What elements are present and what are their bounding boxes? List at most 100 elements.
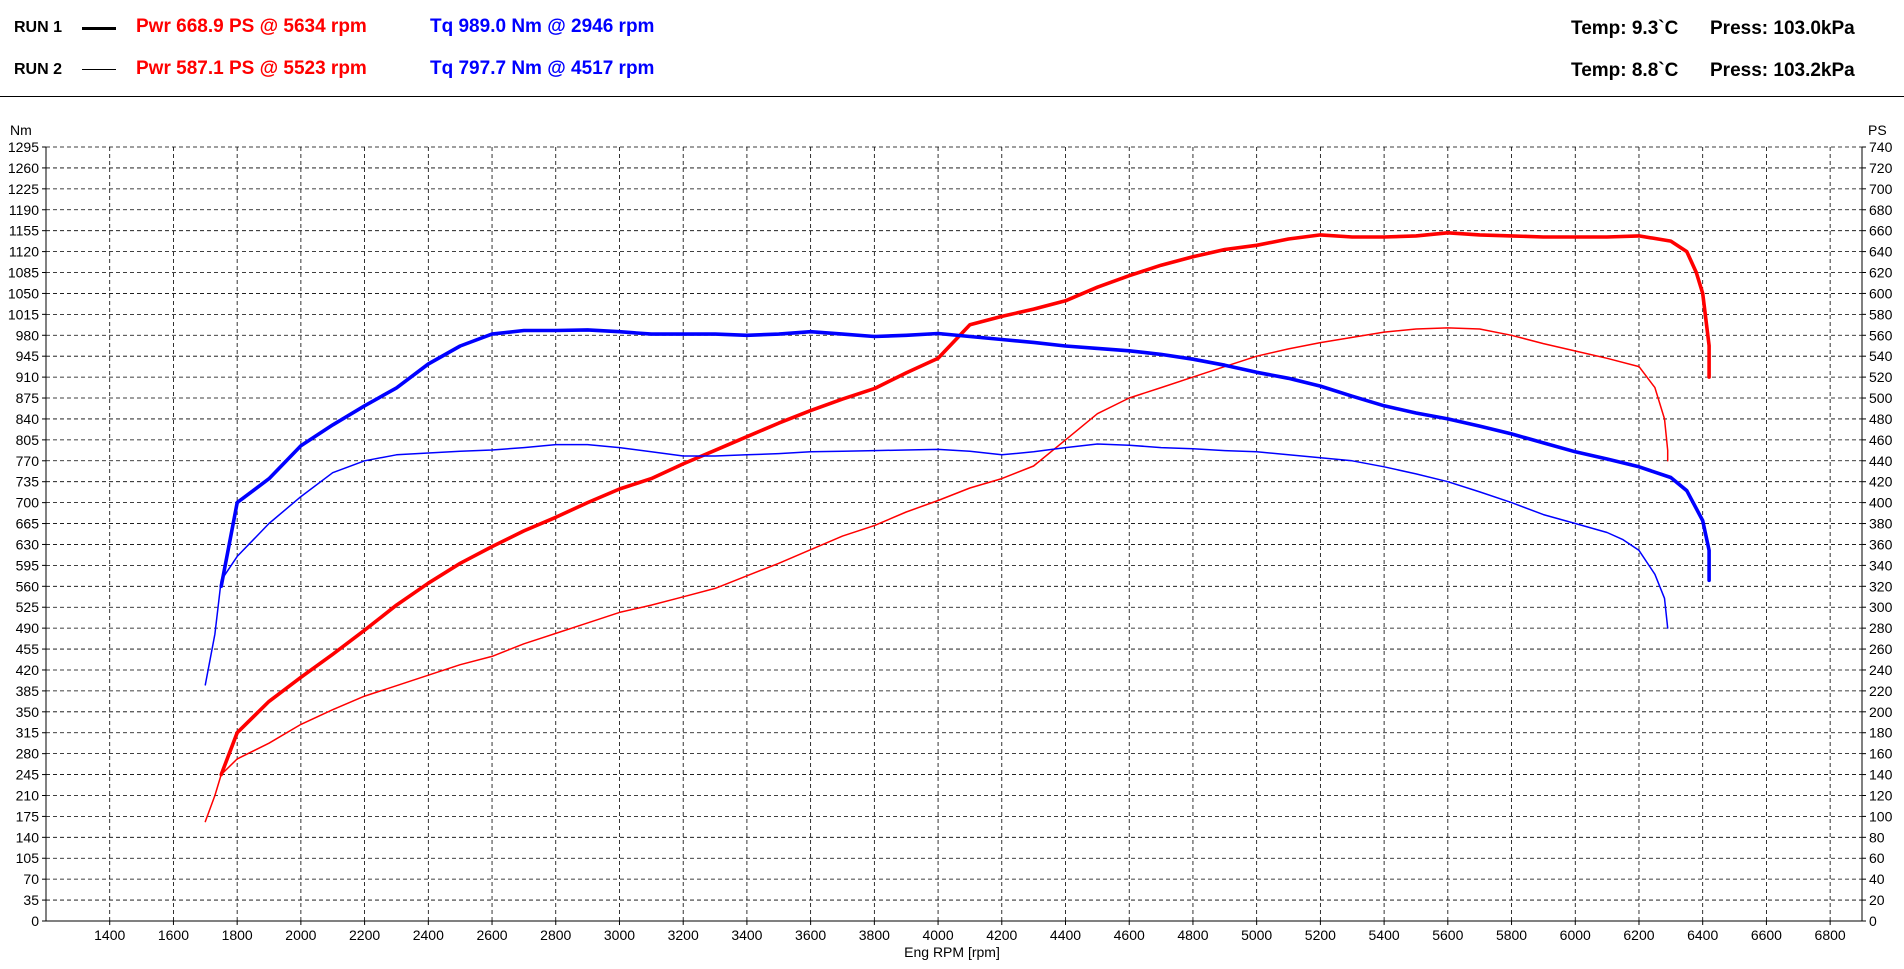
y-left-tick-label: 945 [16, 348, 40, 364]
y-right-tick-label: 660 [1869, 223, 1893, 239]
y-right-tick-label: 620 [1869, 265, 1893, 281]
y-left-tick-label: 1260 [8, 160, 39, 176]
y-right-tick-label: 160 [1869, 746, 1893, 762]
y-right-tick-label: 400 [1869, 495, 1893, 511]
y-left-tick-label: 70 [23, 871, 39, 887]
y-right-tick-label: 600 [1869, 285, 1893, 301]
run-1-pwr-line [219, 231, 1711, 777]
y-right-tick-label: 260 [1869, 641, 1893, 657]
x-tick-label: 4200 [986, 927, 1017, 943]
y-right-tick-label: 440 [1869, 453, 1893, 469]
y-left-tick-label: 1015 [8, 306, 39, 322]
run1-label: RUN 1 [14, 19, 63, 36]
run2-power-summary: Pwr 587.1 PS @ 5523 rpm [136, 58, 367, 79]
x-tick-label: 5200 [1305, 927, 1336, 943]
x-tick-label: 2400 [413, 927, 444, 943]
y-left-tick-label: 980 [16, 327, 40, 343]
run2-line-key [82, 69, 116, 70]
y-left-tick-label: 245 [16, 767, 40, 783]
x-tick-label: 3400 [731, 927, 762, 943]
y-right-tick-label: 460 [1869, 432, 1893, 448]
run-2-pwr-line [204, 327, 1669, 823]
y-left-tick-label: 665 [16, 516, 40, 532]
y-right-tick-label: 360 [1869, 536, 1893, 552]
x-axis-label: Eng RPM [rpm] [904, 944, 1000, 960]
x-tick-label: 1800 [222, 927, 253, 943]
legend-header: RUN 1 Pwr 668.9 PS @ 5634 rpm Tq 989.0 N… [0, 0, 1904, 98]
y-right-tick-label: 640 [1869, 244, 1893, 260]
y-right-tick-label: 80 [1869, 829, 1885, 845]
y-left-tick-label: 910 [16, 369, 40, 385]
y-left-tick-label: 280 [16, 746, 40, 762]
chart-axes: 0 0 35 20 70 40 105 60 140 80 175 100 210 120 245 140 28… [8, 139, 1893, 943]
run1-temperature: Temp: 9.3`C [1571, 18, 1679, 39]
y-right-tick-label: 320 [1869, 578, 1893, 594]
y-right-tick-label: 100 [1869, 808, 1893, 824]
y-left-tick-label: 1085 [8, 265, 39, 281]
y-left-tick-label: 805 [16, 432, 40, 448]
y-right-tick-label: 20 [1869, 892, 1885, 908]
y-right-tick-label: 180 [1869, 725, 1893, 741]
y-right-tick-label: 540 [1869, 348, 1893, 364]
y-left-tick-label: 1120 [9, 244, 39, 260]
y-right-tick-label: 280 [1869, 620, 1893, 636]
y-axis-left-label: Nm [10, 122, 32, 138]
y-left-tick-label: 525 [16, 599, 40, 615]
chart-grid [46, 146, 1862, 921]
x-tick-label: 5600 [1432, 927, 1463, 943]
x-tick-label: 6600 [1751, 927, 1782, 943]
y-right-tick-label: 40 [1869, 871, 1885, 887]
x-tick-label: 3000 [604, 927, 635, 943]
run2-temperature: Temp: 8.8`C [1571, 60, 1679, 81]
y-right-tick-label: 520 [1869, 369, 1893, 385]
x-tick-label: 2800 [540, 927, 571, 943]
x-tick-label: 4400 [1050, 927, 1081, 943]
run2-pressure: Press: 103.2kPa [1710, 60, 1855, 81]
y-left-tick-label: 770 [16, 453, 40, 469]
y-right-tick-label: 380 [1869, 516, 1893, 532]
x-tick-label: 2000 [285, 927, 316, 943]
y-left-tick-label: 35 [23, 892, 39, 908]
y-left-tick-label: 455 [16, 641, 40, 657]
y-right-tick-label: 580 [1869, 306, 1893, 322]
y-left-tick-label: 1050 [8, 285, 39, 301]
y-right-tick-label: 120 [1869, 787, 1893, 803]
y-right-tick-label: 220 [1869, 683, 1893, 699]
header-divider [0, 96, 1904, 97]
y-left-tick-label: 105 [16, 850, 40, 866]
x-tick-label: 5400 [1369, 927, 1400, 943]
x-tick-label: 6800 [1815, 927, 1846, 943]
y-left-tick-label: 0 [31, 913, 39, 929]
y-left-tick-label: 1190 [9, 202, 39, 218]
x-tick-label: 6200 [1623, 927, 1654, 943]
x-tick-label: 1600 [158, 927, 189, 943]
run2-label: RUN 2 [14, 61, 63, 78]
x-tick-label: 4600 [1114, 927, 1145, 943]
y-right-tick-label: 200 [1869, 704, 1893, 720]
y-right-tick-label: 420 [1869, 474, 1893, 490]
x-tick-label: 3200 [668, 927, 699, 943]
y-left-tick-label: 700 [16, 495, 40, 511]
y-left-tick-label: 840 [16, 411, 40, 427]
x-tick-label: 1400 [94, 927, 125, 943]
y-left-tick-label: 875 [16, 390, 40, 406]
y-left-tick-label: 350 [16, 704, 40, 720]
y-left-tick-label: 1155 [9, 223, 39, 239]
y-left-tick-label: 210 [16, 787, 40, 803]
run1-torque-summary: Tq 989.0 Nm @ 2946 rpm [430, 16, 655, 37]
y-left-tick-label: 1225 [8, 181, 39, 197]
run-1-tq-line [219, 328, 1711, 589]
y-left-tick-label: 175 [16, 808, 40, 824]
y-right-tick-label: 500 [1869, 390, 1893, 406]
x-tick-label: 4800 [1177, 927, 1208, 943]
y-left-tick-label: 560 [16, 578, 40, 594]
y-right-tick-label: 300 [1869, 599, 1893, 615]
x-tick-label: 3600 [795, 927, 826, 943]
x-tick-label: 3800 [859, 927, 890, 943]
y-left-tick-label: 490 [16, 620, 40, 636]
y-left-tick-label: 385 [16, 683, 40, 699]
y-right-tick-label: 720 [1869, 160, 1893, 176]
run1-power-summary: Pwr 668.9 PS @ 5634 rpm [136, 16, 367, 37]
y-right-tick-label: 480 [1869, 411, 1893, 427]
